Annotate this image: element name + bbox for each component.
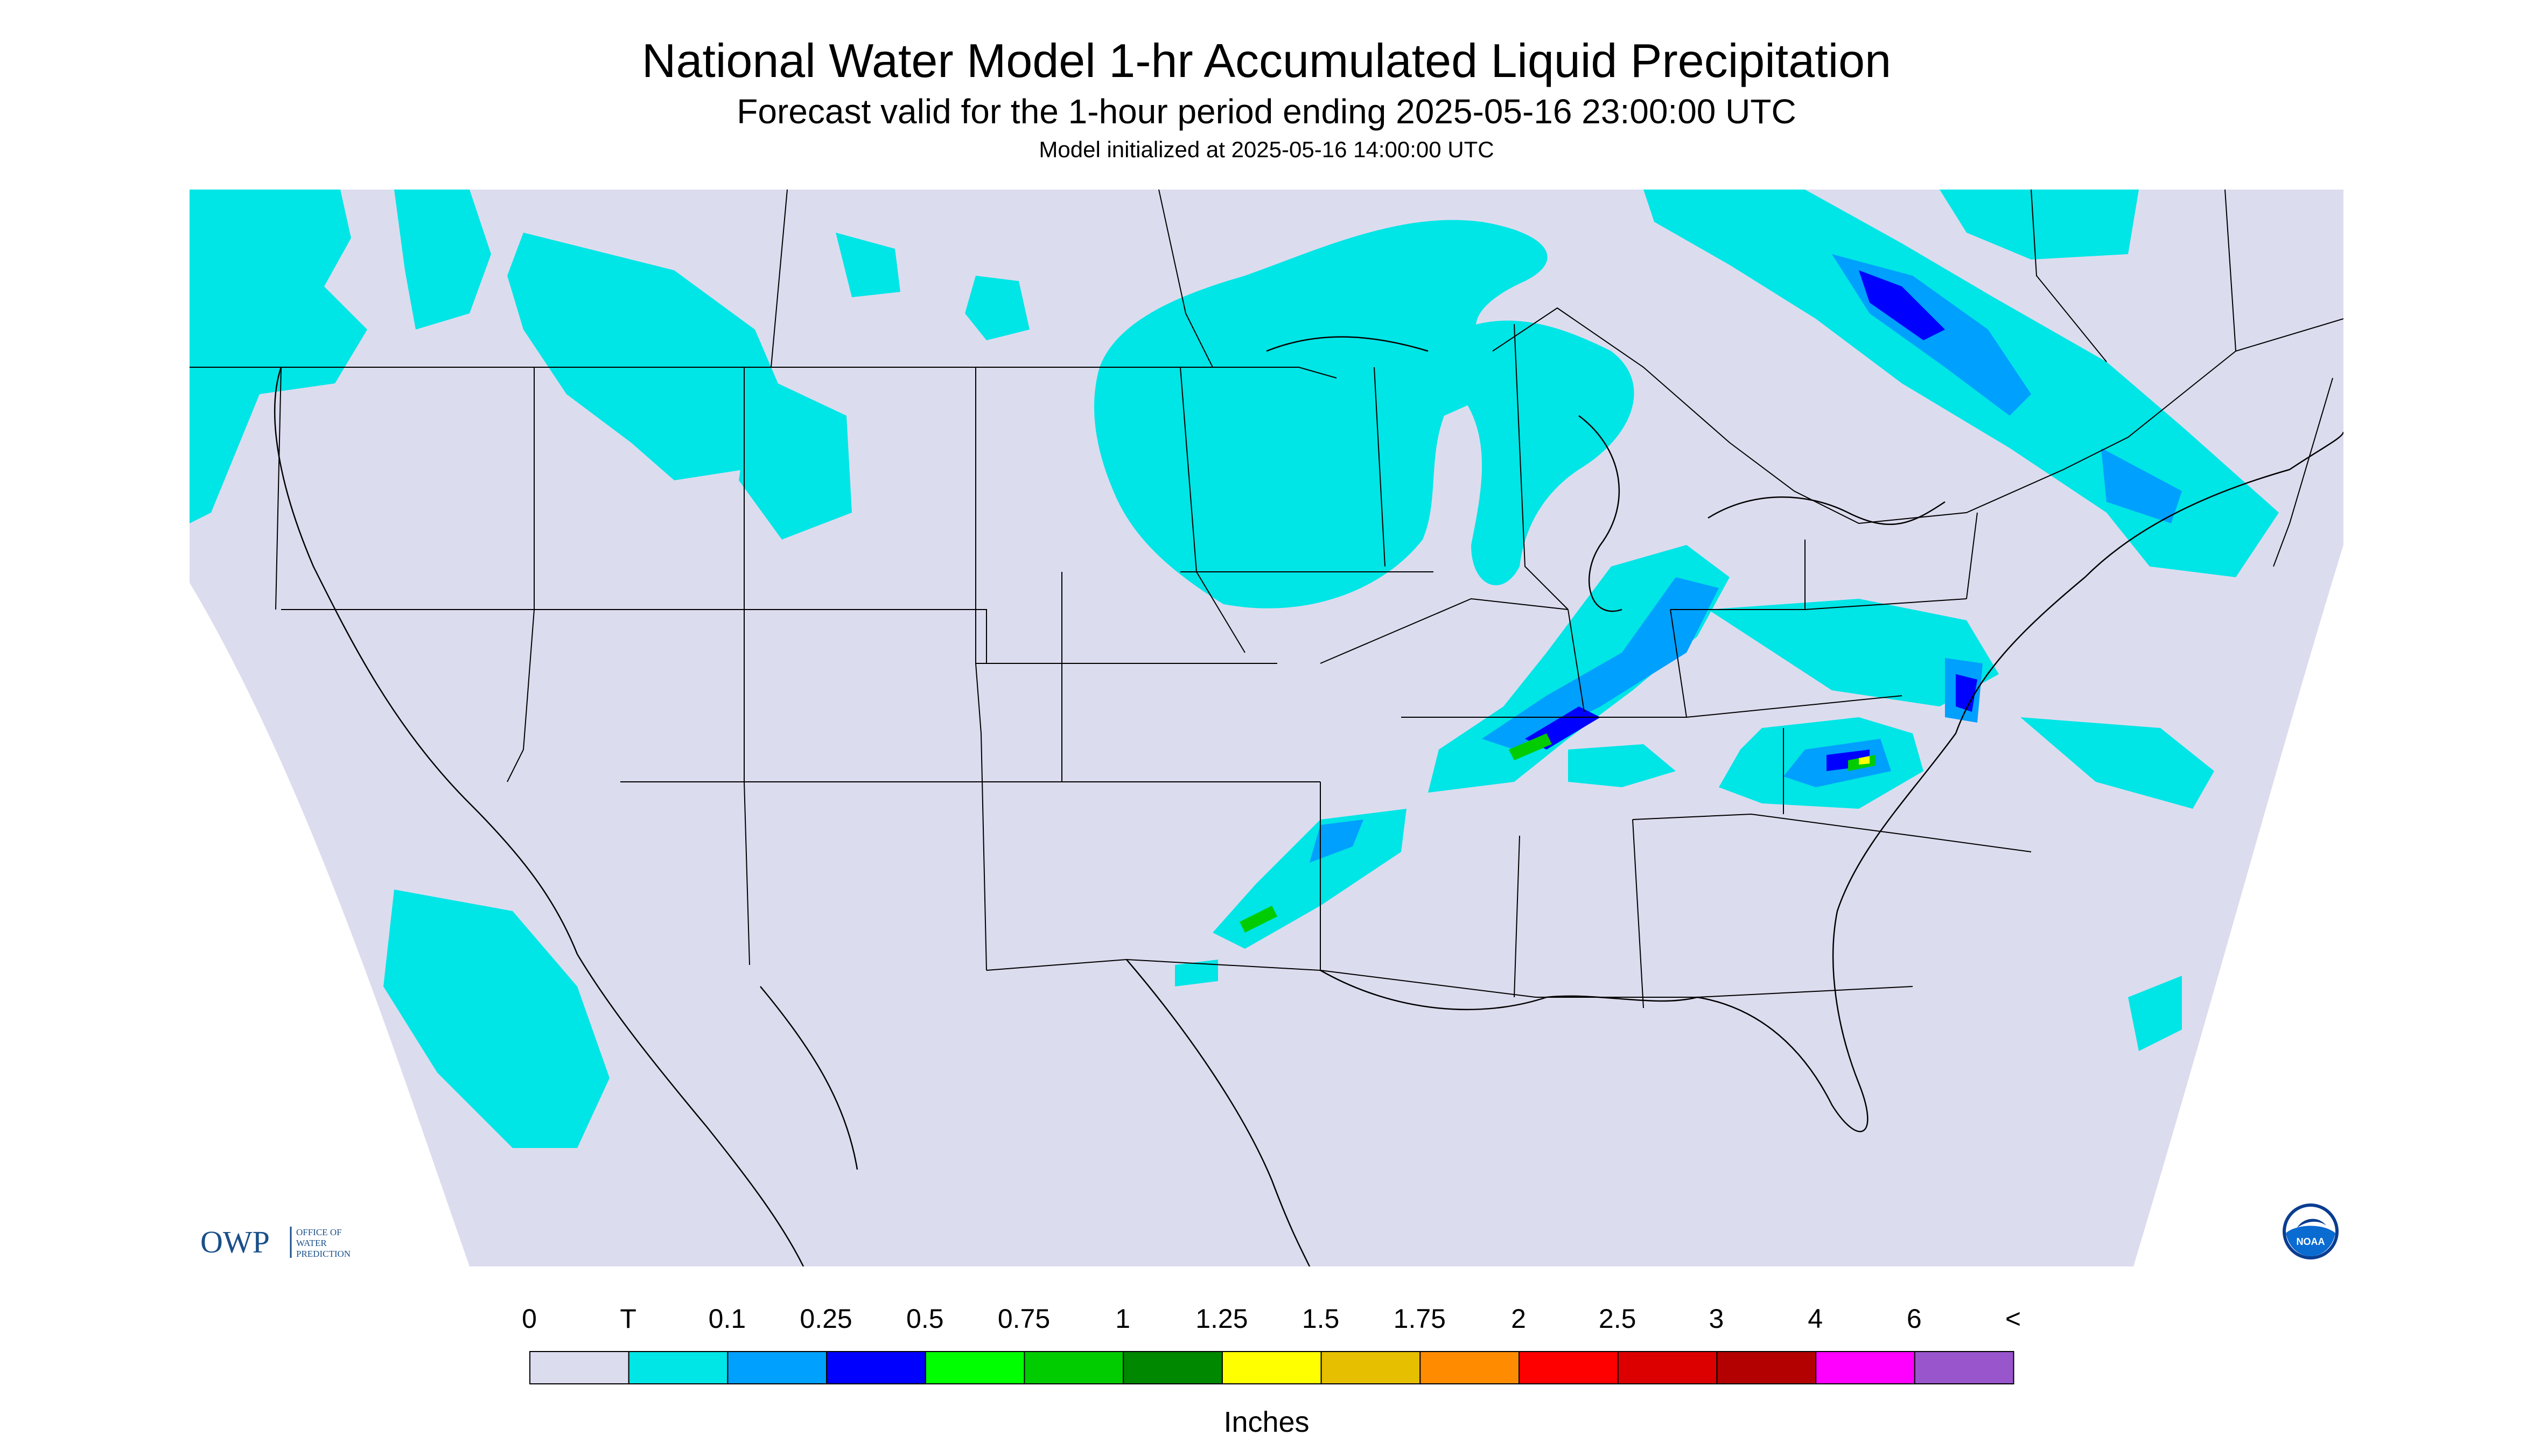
legend-swatch — [1419, 1351, 1520, 1384]
political-boundaries — [190, 190, 2343, 1009]
legend-swatch — [1914, 1351, 2014, 1384]
legend-tick-label: 0.5 — [906, 1304, 944, 1334]
forecast-valid-subtitle: Forecast valid for the 1-hour period end… — [737, 92, 1796, 131]
owp-logo: OWP OFFICE OF WATER PREDICTION — [200, 1222, 373, 1263]
legend-swatch — [628, 1351, 729, 1384]
owp-logo-line-3: PREDICTION — [296, 1249, 351, 1259]
model-init-caption: Model initialized at 2025-05-16 14:00:00… — [1039, 137, 1494, 162]
legend-swatch — [1716, 1351, 1817, 1384]
legend-swatch — [1024, 1351, 1124, 1384]
legend-tick-label: < — [2005, 1304, 2021, 1334]
legend-units-label: Inches — [1223, 1406, 1310, 1438]
precipitation-map — [190, 190, 2343, 1266]
legend-swatch — [1617, 1351, 1718, 1384]
legend-swatch — [1815, 1351, 1915, 1384]
legend-swatch — [925, 1351, 1025, 1384]
legend-tick-label: 4 — [1808, 1304, 1823, 1334]
legend-tick-label: 0.75 — [997, 1304, 1051, 1334]
noaa-logo-mark: NOAA — [2297, 1236, 2325, 1247]
legend-swatch — [1320, 1351, 1421, 1384]
owp-logo-mark: OWP — [200, 1224, 270, 1259]
legend-tick-label: 1.5 — [1302, 1304, 1340, 1334]
legend-tick-label: 1 — [1115, 1304, 1131, 1334]
precip-yellow-cores — [1859, 756, 1870, 765]
legend-tick-label: 1.25 — [1195, 1304, 1248, 1334]
legend-swatch — [727, 1351, 828, 1384]
precip-trace-areas — [190, 190, 2279, 1148]
legend-swatch — [1519, 1351, 1619, 1384]
legend-tick-label: 1.75 — [1393, 1304, 1446, 1334]
legend-tick-label: 0.1 — [708, 1304, 746, 1334]
legend-labels: 0 T 0.1 0.25 0.5 0.75 1 1.25 1.5 1.75 2 2.5 3 4 6 < — [0, 1303, 2533, 1341]
legend-tick-label: 3 — [1709, 1304, 1724, 1334]
legend-tick-label: 2 — [1511, 1304, 1526, 1334]
legend-swatch — [1123, 1351, 1223, 1384]
legend-tick-label: 6 — [1906, 1304, 1922, 1334]
legend-tick-label: T — [620, 1304, 636, 1334]
legend-tick-label: 0 — [522, 1304, 537, 1334]
owp-logo-line-2: WATER — [296, 1238, 327, 1248]
noaa-logo: NOAA — [2281, 1202, 2340, 1264]
legend-tick-label: 0.25 — [800, 1304, 852, 1334]
legend-color-bar — [529, 1351, 2014, 1384]
coastlines — [274, 336, 2343, 1266]
owp-logo-line-1: OFFICE OF — [296, 1227, 342, 1237]
legend-tick-label: 2.5 — [1598, 1304, 1636, 1334]
legend-swatch — [529, 1351, 629, 1384]
legend-swatch — [1221, 1351, 1322, 1384]
map-title: National Water Model 1-hr Accumulated Li… — [641, 34, 1892, 87]
legend-swatch — [826, 1351, 926, 1384]
